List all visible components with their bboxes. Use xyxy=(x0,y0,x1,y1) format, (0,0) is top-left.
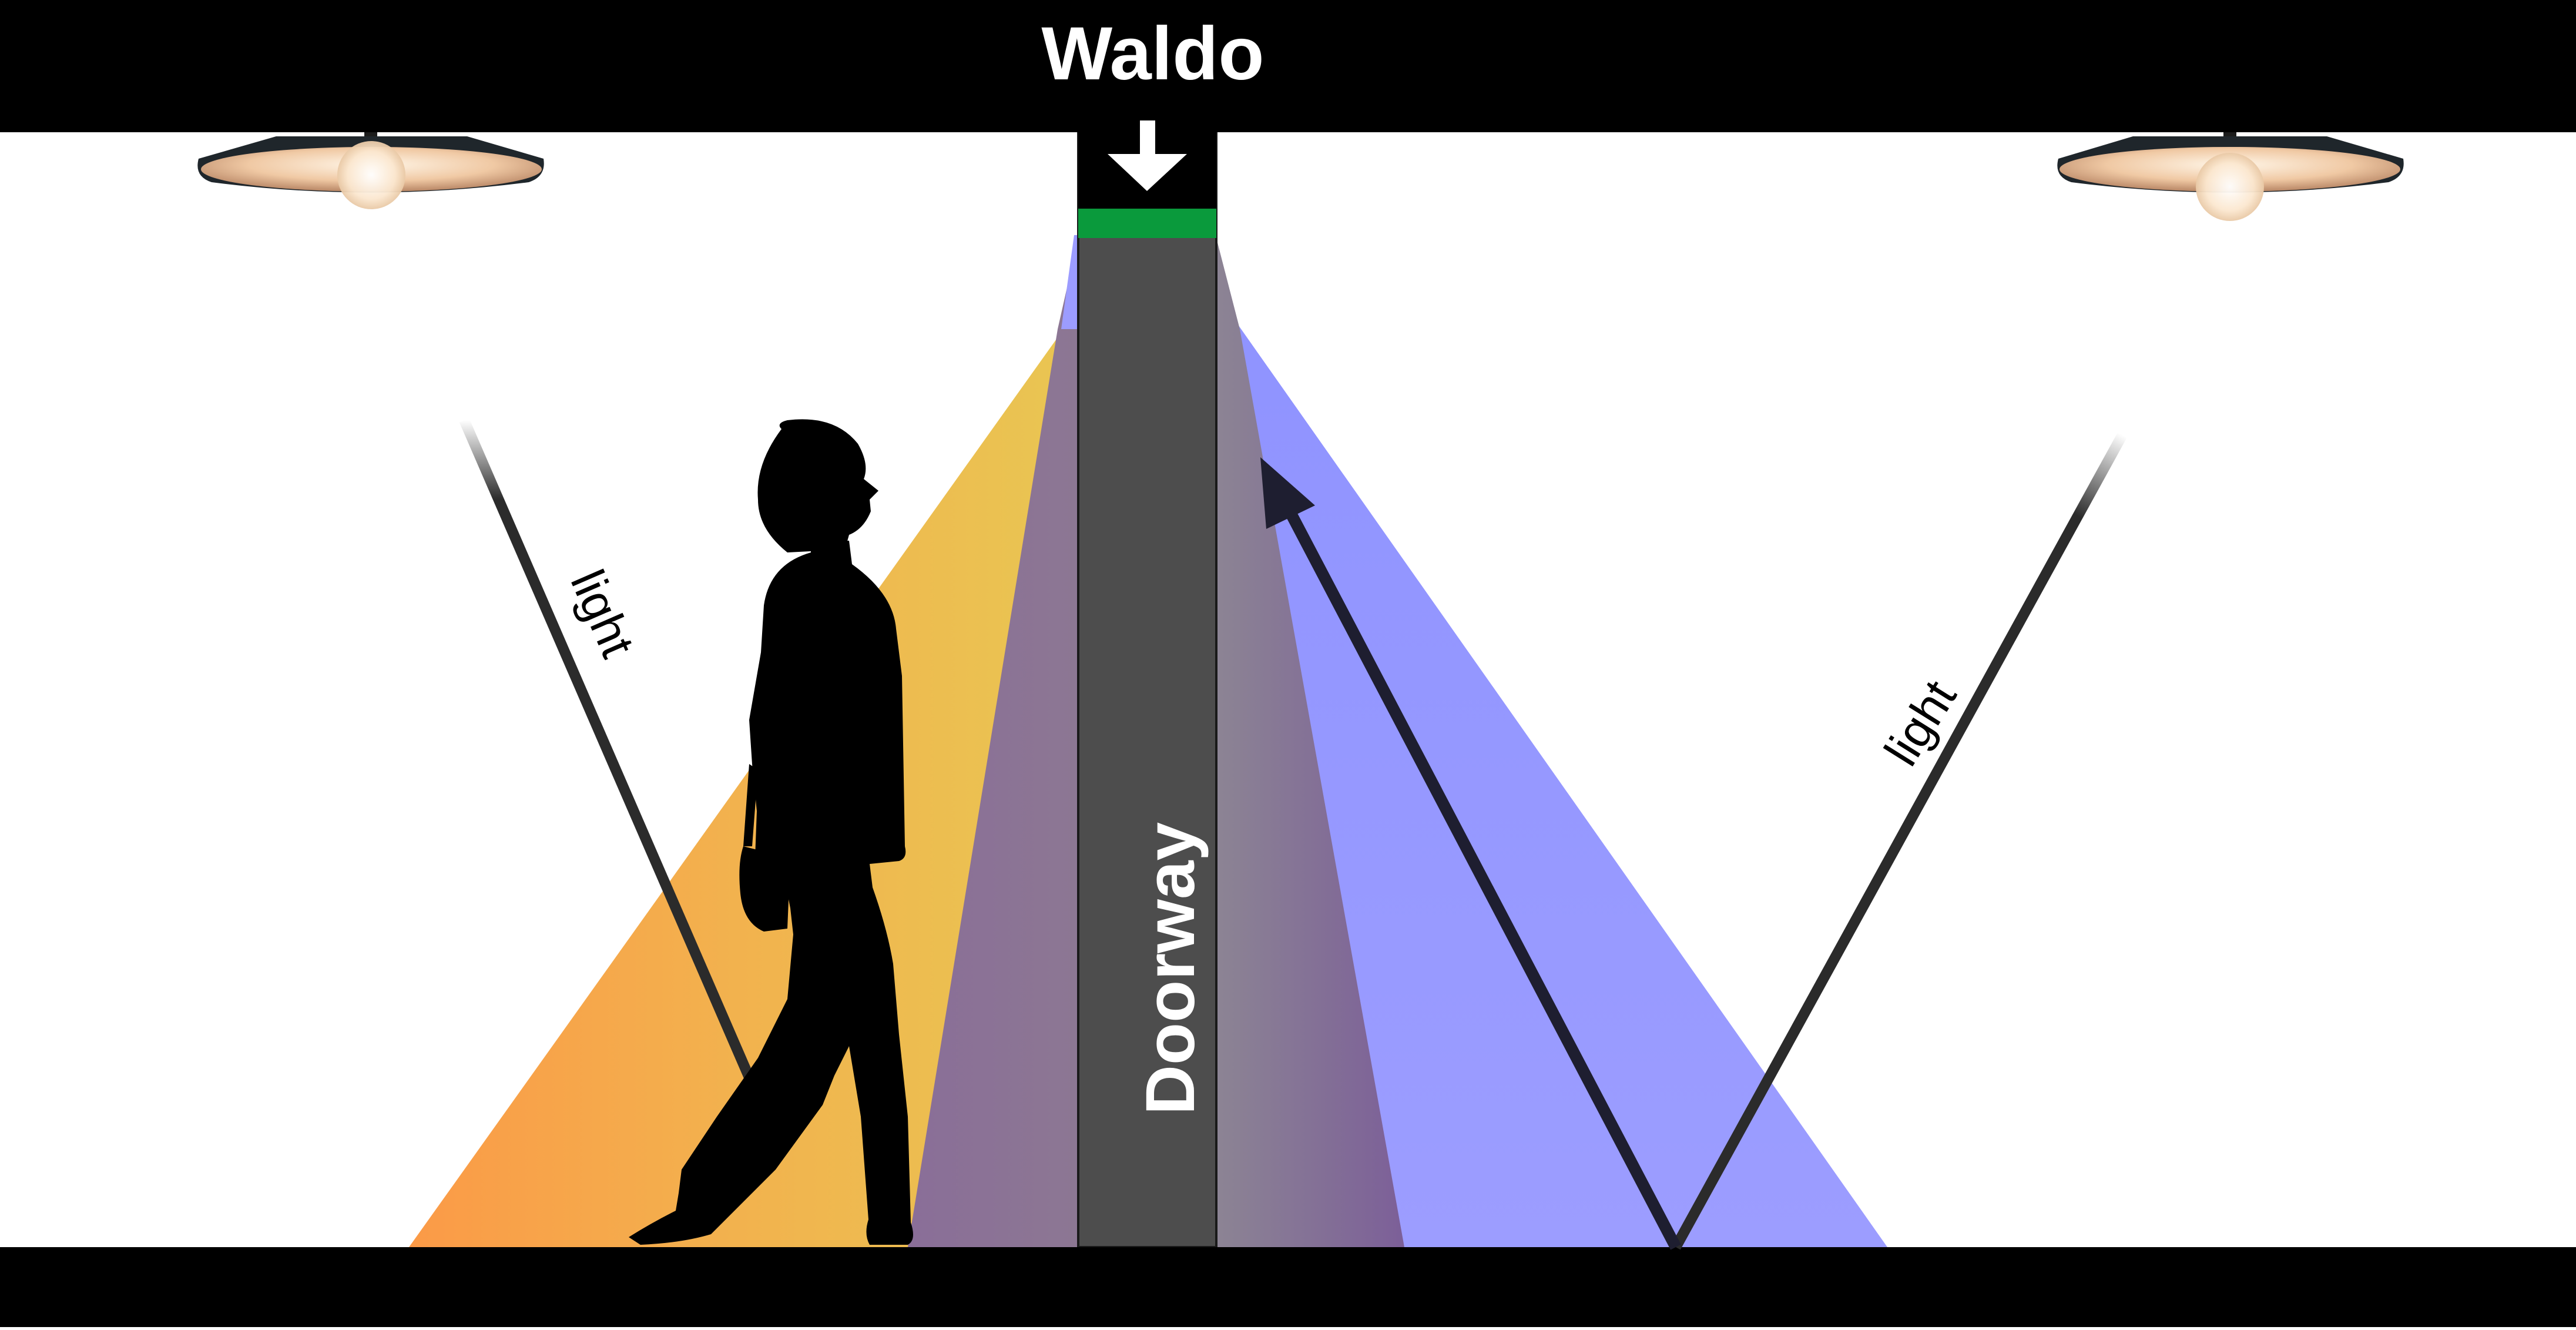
doorway xyxy=(1077,131,1217,1248)
waldo-title: Waldo xyxy=(1041,12,1264,96)
waldo-sensor-lens xyxy=(1078,227,1216,238)
left-detection-cone xyxy=(409,329,1064,1247)
right-light-ray xyxy=(1671,432,2127,1250)
reflected-ray-arrowhead xyxy=(1260,457,1315,529)
ceiling-lamp-icon xyxy=(197,132,544,209)
floor-frame xyxy=(0,1247,2576,1327)
right-detection-cone xyxy=(1216,294,1887,1247)
ceiling-frame xyxy=(0,0,2576,132)
reflected-ray xyxy=(1284,508,1681,1250)
person-silhouette-icon xyxy=(629,419,913,1245)
ceiling-lamp-icon xyxy=(2057,132,2404,221)
overlap-region-left xyxy=(908,238,1078,1247)
overlap-left-top xyxy=(1061,235,1078,329)
down-arrow-icon xyxy=(1108,120,1187,191)
doorway-label: Doorway xyxy=(1132,822,1209,1115)
left-light-ray xyxy=(459,418,756,1084)
